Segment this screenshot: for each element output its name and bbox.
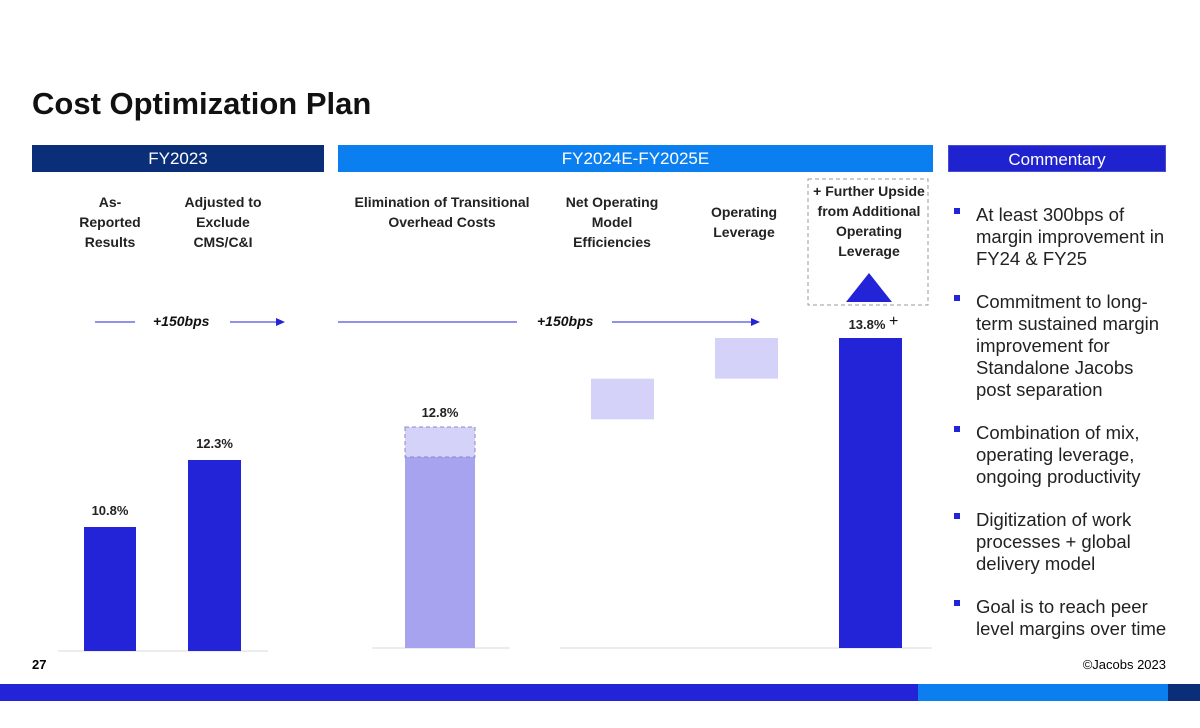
commentary-item: Digitization of work processes + global … <box>952 509 1172 575</box>
bps-label-second: +150bps <box>537 313 594 329</box>
footer-strip-navy <box>1168 684 1200 701</box>
arrow-1-head-icon <box>276 318 285 326</box>
commentary-item: Goal is to reach peer level margins over… <box>952 596 1172 640</box>
further-upside-box <box>807 178 929 306</box>
label-further-upside: + Further Upside from Additional Operati… <box>813 183 925 259</box>
bar-elimination-increment <box>404 426 476 458</box>
label-adjusted: Adjusted to Exclude CMS/C&I <box>184 194 262 250</box>
bullet-icon <box>954 513 960 519</box>
up-triangle-icon <box>846 273 892 302</box>
copyright: ©Jacobs 2023 <box>1082 657 1166 672</box>
arrow-2-head-icon <box>751 318 760 326</box>
margin-chart: 10.8% 12.3% 12.8% 13.8% <box>58 178 932 652</box>
commentary-item: At least 300bps of margin improvement in… <box>952 204 1172 270</box>
header-fy2023: FY2023 <box>32 145 324 172</box>
commentary-list: At least 300bps of margin improvement in… <box>952 204 1172 661</box>
header-fy2024-fy2025: FY2024E-FY2025E <box>338 145 933 172</box>
footer-strip-light <box>918 684 1168 701</box>
bar-adjusted <box>188 460 241 651</box>
bar-operating_leverage <box>715 338 778 379</box>
label-operating-leverage: Operating Leverage <box>710 204 778 240</box>
label-as-reported: As- Reported Results <box>79 194 141 250</box>
bar-label-further_upside: 13.8% <box>849 317 886 332</box>
label-net-operating: Net Operating Model Efficiencies <box>565 194 659 250</box>
bullet-icon <box>954 208 960 214</box>
commentary-item: Commitment to long-term sustained margin… <box>952 291 1172 401</box>
bar-elimination <box>405 457 475 648</box>
plus-sign: + <box>889 313 899 330</box>
bar-as_reported <box>84 527 136 651</box>
bar-label-adjusted: 12.3% <box>196 436 233 451</box>
page-title: Cost Optimization Plan <box>32 86 372 121</box>
commentary-item: Combination of mix, operating leverage, … <box>952 422 1172 488</box>
page-number: 27 <box>32 657 47 672</box>
bullet-icon <box>954 426 960 432</box>
bullet-icon <box>954 600 960 606</box>
bar-label-elimination: 12.8% <box>422 405 459 420</box>
footer-strip-dark <box>0 684 918 701</box>
bullet-icon <box>954 295 960 301</box>
bar-label-as_reported: 10.8% <box>92 503 129 518</box>
bar-further_upside <box>839 338 902 648</box>
bar-net_operating <box>591 378 654 420</box>
label-elimination: Elimination of Transitional Overhead Cos… <box>354 194 530 230</box>
header-commentary: Commentary <box>948 145 1166 172</box>
bps-label-first: +150bps <box>153 313 210 329</box>
